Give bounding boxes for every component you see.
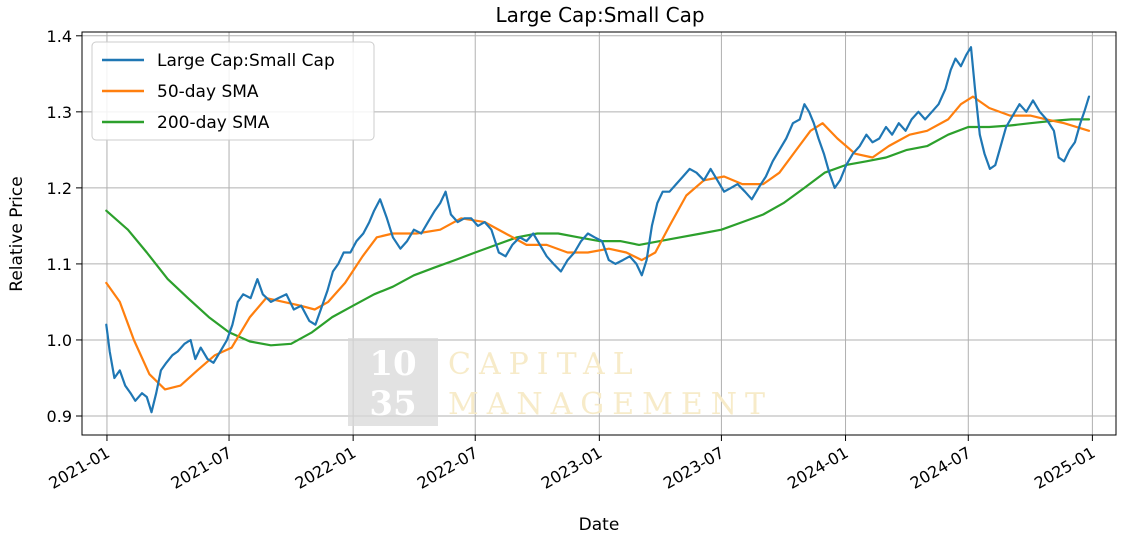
series-line-sma200 xyxy=(105,118,1091,347)
series-layer xyxy=(105,46,1091,414)
y-tick-label: 1.3 xyxy=(47,103,72,122)
series-line-ratio xyxy=(105,46,1091,414)
legend: Large Cap:Small Cap 50-day SMA 200-day S… xyxy=(91,41,375,141)
legend-label-sma50: 50-day SMA xyxy=(157,82,259,102)
chart-title: Large Cap:Small Cap xyxy=(495,3,704,27)
legend-label-sma200: 200-day SMA xyxy=(157,113,270,133)
y-tick-label: 1.2 xyxy=(47,179,72,198)
series-line-sma50 xyxy=(105,95,1091,391)
y-tick-label: 1.0 xyxy=(47,331,72,350)
y-tick-label: 0.9 xyxy=(47,407,72,426)
watermark-box xyxy=(348,338,438,426)
watermark-line2: MANAGEMENT xyxy=(448,387,773,422)
legend-box xyxy=(91,41,375,141)
watermark-number-top: 10 xyxy=(369,344,416,384)
x-axis-label: Date xyxy=(579,515,620,535)
y-axis-label: Relative Price xyxy=(7,176,27,291)
watermark-line1: CAPITAL xyxy=(448,347,641,382)
watermark-logo: 10 35 CAPITAL MANAGEMENT xyxy=(348,338,773,426)
y-axis-ticks: 0.9 1.0 1.1 1.2 1.3 1.4 xyxy=(47,27,82,426)
y-tick-label: 1.4 xyxy=(47,27,72,46)
y-tick-label: 1.1 xyxy=(47,255,72,274)
legend-label-ratio: Large Cap:Small Cap xyxy=(157,51,335,71)
watermark-number-bottom: 35 xyxy=(369,384,416,424)
